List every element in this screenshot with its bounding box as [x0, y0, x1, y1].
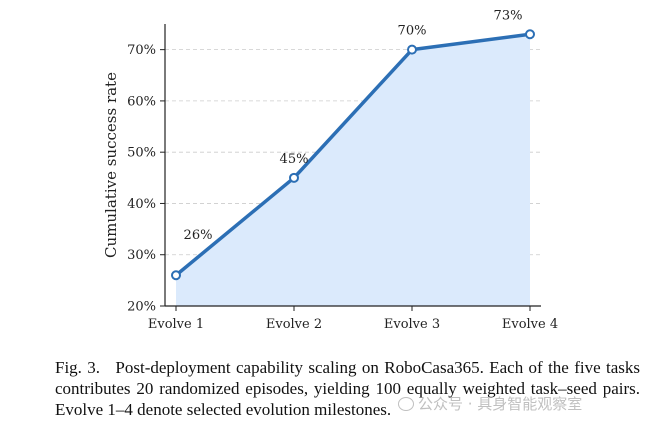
area-fill-layer: [176, 34, 530, 306]
data-label: 45%: [280, 152, 309, 167]
caption-label: Fig. 3.: [55, 358, 101, 377]
series-line-layer: [171, 29, 535, 281]
x-tick-label: Evolve 2: [266, 317, 322, 332]
y-axis-title: Cumulative success rate: [102, 72, 120, 258]
axes: 20% 30% 40% 50% 60% 70% Evolve 1 Evolve 2 Evolve…: [127, 24, 558, 332]
series-line: [174, 32, 532, 277]
y-tick-label: 70%: [127, 43, 156, 58]
y-tick-label: 30%: [127, 248, 156, 263]
data-label: 70%: [398, 24, 427, 39]
line-chart: 20% 30% 40% 50% 60% 70% Evolve 1 Evolve 2 Evolve…: [102, 8, 558, 332]
x-tick-label: Evolve 3: [384, 317, 440, 332]
data-point: [171, 270, 181, 281]
y-tick-label: 60%: [127, 94, 156, 109]
data-point: [289, 172, 299, 183]
y-tick-label: 50%: [127, 146, 156, 161]
y-tick-label: 40%: [127, 197, 156, 212]
data-label: 73%: [494, 8, 523, 23]
data-labels: 26% 45% 70% 73%: [184, 8, 523, 243]
data-label: 26%: [184, 228, 213, 243]
data-point: [407, 44, 417, 55]
area-fill: [176, 34, 530, 306]
caption-text: Post-deployment capability scaling on Ro…: [55, 358, 640, 419]
data-point: [525, 29, 535, 40]
y-tick-label: 20%: [127, 300, 156, 315]
x-tick-label: Evolve 1: [148, 317, 204, 332]
x-tick-label: Evolve 4: [502, 317, 558, 332]
figure-caption: Fig. 3. Post-deployment capability scali…: [55, 357, 640, 420]
